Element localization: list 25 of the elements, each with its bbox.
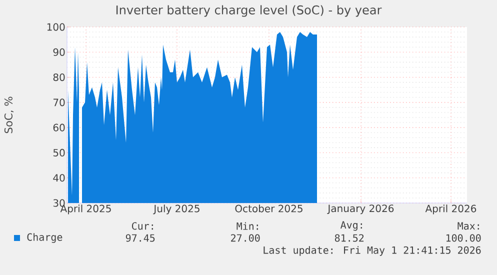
y-tick-label: 80 [53, 74, 65, 82]
chart-title: Inverter battery charge level (SoC) - by year [116, 5, 382, 17]
x-tick-label: January 2026 [327, 204, 394, 214]
y-axis-title: SoC, % [4, 96, 14, 134]
y-tick-label: 50 [53, 148, 65, 156]
text: Cur: [132, 222, 153, 230]
text: 100.00 [446, 234, 481, 242]
x-tick-label: October 2025 [235, 204, 302, 212]
y-tick-label: 40 [53, 174, 65, 182]
x-tick-label: July 2025 [153, 204, 200, 214]
text: 27.00 [231, 234, 260, 242]
y-tick-label: 60 [53, 124, 65, 132]
y-tick-label: 30 [53, 199, 65, 207]
text: Avg: [340, 221, 362, 231]
x-tick-label: April 2025 [60, 204, 111, 214]
text: 81.52 [334, 234, 364, 242]
text: 97.45 [126, 234, 155, 242]
y-tick-label: 90 [53, 48, 65, 56]
y-tick-label: 100 [47, 23, 65, 31]
x-tick-label: April 2026 [425, 204, 476, 214]
text: Max: [458, 222, 479, 230]
text: Min: [236, 222, 258, 230]
text: Last update: Fri May 1 21:41:15 2026 [264, 246, 481, 256]
y-tick-label: 70 [54, 98, 65, 106]
legend-label: Charge [27, 233, 62, 243]
